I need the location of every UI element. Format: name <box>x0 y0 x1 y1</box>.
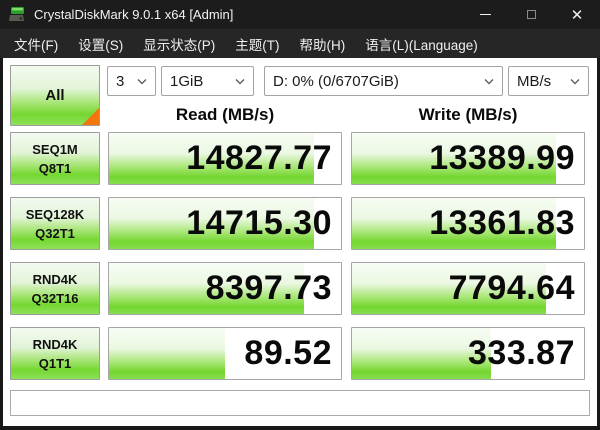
window-controls: ✕ <box>462 0 600 29</box>
test-count-value: 3 <box>116 72 125 90</box>
main-content: All 3 1GiB D: 0% (0/6707GiB) MB/s <box>3 58 597 426</box>
target-drive-value: D: 0% (0/6707GiB) <box>273 72 399 90</box>
test-label-line1: RND4K <box>32 271 78 287</box>
test-label-line2: Q32T1 <box>35 225 75 241</box>
write-result-value: 7794.64 <box>448 269 575 307</box>
close-button[interactable]: ✕ <box>570 6 584 24</box>
write-result-seq128k-q32t1: 13361.83 <box>351 197 585 250</box>
read-result-value: 8397.73 <box>205 269 332 307</box>
write-result-seq1m-q8t1: 13389.99 <box>351 132 585 185</box>
unit-select[interactable]: MB/s <box>508 66 589 96</box>
test-count-select[interactable]: 3 <box>107 66 156 96</box>
test-label-line2: Q32T16 <box>31 290 79 306</box>
title-bar: CrystalDiskMark 9.0.1 x64 [Admin] ✕ <box>0 0 600 29</box>
write-result-value: 13361.83 <box>429 204 575 242</box>
result-bar-fill <box>352 198 557 249</box>
read-result-value: 14827.77 <box>186 139 332 177</box>
test-button-seq128k-q32t1[interactable]: SEQ128K Q32T1 <box>10 197 100 250</box>
chevron-down-icon <box>137 78 147 85</box>
maximize-button[interactable] <box>508 0 554 29</box>
target-drive-select[interactable]: D: 0% (0/6707GiB) <box>264 66 503 96</box>
read-result-seq128k-q32t1: 14715.30 <box>108 197 342 250</box>
unit-value: MB/s <box>517 72 552 90</box>
read-result-rnd4k-q1t1: 89.52 <box>108 327 342 380</box>
result-bar-fill <box>352 263 546 314</box>
write-column-header: Write (MB/s) <box>418 105 518 124</box>
menu-help[interactable]: 帮助(H) <box>299 37 346 53</box>
run-all-label: All <box>45 87 65 104</box>
test-button-seq1m-q8t1[interactable]: SEQ1M Q8T1 <box>10 132 100 185</box>
write-result-value: 13389.99 <box>429 139 575 177</box>
test-label-line2: Q1T1 <box>38 355 72 371</box>
menu-file[interactable]: 文件(F) <box>14 37 59 53</box>
read-result-seq1m-q8t1: 14827.77 <box>108 132 342 185</box>
read-result-value: 14715.30 <box>186 204 332 242</box>
menu-settings[interactable]: 设置(S) <box>78 37 124 53</box>
test-label-line2: Q8T1 <box>38 160 72 176</box>
chevron-down-icon <box>484 78 494 85</box>
run-all-button[interactable]: All <box>10 65 100 126</box>
result-bar-fill <box>109 263 304 314</box>
test-label-line1: SEQ128K <box>25 206 85 222</box>
chevron-down-icon <box>570 78 580 85</box>
test-size-select[interactable]: 1GiB <box>161 66 254 96</box>
read-column-header: Read (MB/s) <box>175 105 275 124</box>
test-button-rnd4k-q1t1[interactable]: RND4K Q1T1 <box>10 327 100 380</box>
test-label-line1: RND4K <box>32 336 78 352</box>
menu-profile[interactable]: 显示状态(P) <box>143 37 216 53</box>
chevron-down-icon <box>235 78 245 85</box>
read-result-rnd4k-q32t16: 8397.73 <box>108 262 342 315</box>
read-result-value: 89.52 <box>244 334 332 372</box>
minimize-button[interactable] <box>462 0 508 29</box>
result-bar-fill <box>352 328 492 379</box>
corner-triangle-icon <box>82 108 99 125</box>
test-button-rnd4k-q32t16[interactable]: RND4K Q32T16 <box>10 262 100 315</box>
write-result-rnd4k-q1t1: 333.87 <box>351 327 585 380</box>
write-result-rnd4k-q32t16: 7794.64 <box>351 262 585 315</box>
result-bar-fill <box>109 133 315 184</box>
app-icon <box>9 6 24 21</box>
menu-language[interactable]: 语言(L)(Language) <box>365 37 478 53</box>
result-bar-fill <box>109 198 315 249</box>
test-size-value: 1GiB <box>170 72 204 90</box>
window-title: CrystalDiskMark 9.0.1 x64 [Admin] <box>34 7 234 22</box>
comment-input[interactable] <box>10 390 590 416</box>
test-label-line1: SEQ1M <box>32 141 78 157</box>
result-bar-fill <box>352 133 557 184</box>
menu-bar: 文件(F) 设置(S) 显示状态(P) 主题(T) 帮助(H) 语言(L)(La… <box>0 29 600 58</box>
result-bar-fill <box>109 328 225 379</box>
write-result-value: 333.87 <box>468 334 575 372</box>
menu-theme[interactable]: 主题(T) <box>235 37 280 53</box>
